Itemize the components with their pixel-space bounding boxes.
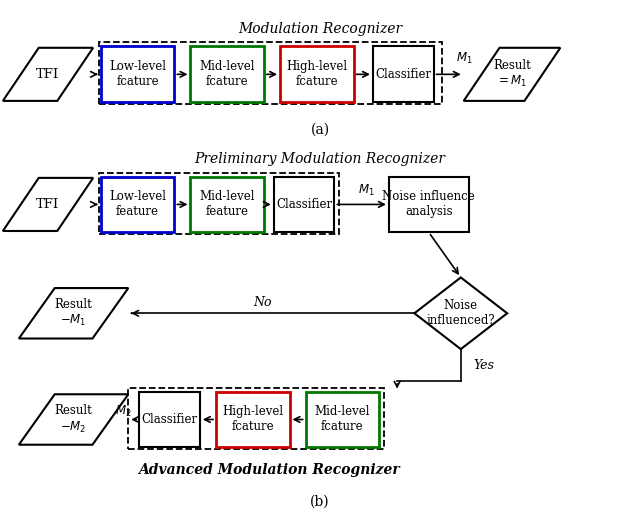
Bar — [128, 388, 384, 449]
Bar — [101, 176, 174, 233]
Polygon shape — [463, 48, 561, 101]
Bar — [99, 173, 339, 234]
Text: Low-level
fcature: Low-level fcature — [109, 61, 166, 88]
Bar — [216, 392, 290, 447]
Text: TFI: TFI — [36, 68, 60, 81]
Bar — [389, 176, 468, 233]
Text: $M_1$: $M_1$ — [456, 52, 472, 66]
Text: No: No — [253, 296, 271, 309]
Bar — [280, 47, 354, 102]
Text: Classifier: Classifier — [276, 198, 332, 211]
Text: Low-level
feature: Low-level feature — [109, 191, 166, 218]
Text: High-level
fcature: High-level fcature — [222, 406, 284, 433]
Text: (a): (a) — [310, 123, 330, 137]
Text: Result
$- M_2$: Result $- M_2$ — [55, 404, 92, 435]
Bar — [372, 47, 434, 102]
Text: Result
$= M_1$: Result $= M_1$ — [493, 59, 531, 90]
Text: Advanced Modulation Recognizer: Advanced Modulation Recognizer — [138, 463, 399, 477]
Text: Preliminary Modulation Recognizer: Preliminary Modulation Recognizer — [195, 152, 445, 166]
Bar — [101, 47, 174, 102]
Text: Noise influence
analysis: Noise influence analysis — [383, 191, 475, 218]
Text: Yes: Yes — [474, 358, 495, 372]
Text: Modulation Recognizer: Modulation Recognizer — [238, 22, 402, 36]
Text: Noise
influenced?: Noise influenced? — [426, 299, 495, 327]
Text: $M_2$: $M_2$ — [115, 404, 131, 418]
Text: Mid-level
feature: Mid-level feature — [200, 191, 255, 218]
Polygon shape — [415, 278, 507, 349]
Polygon shape — [19, 288, 128, 339]
Bar — [306, 392, 380, 447]
Text: (b): (b) — [310, 495, 330, 509]
Text: Mid-level
fcature: Mid-level fcature — [200, 61, 255, 88]
Bar — [140, 392, 200, 447]
Polygon shape — [19, 394, 128, 445]
Text: Classifier: Classifier — [141, 413, 198, 426]
Text: Result
$- M_1$: Result $- M_1$ — [55, 298, 92, 329]
Bar — [191, 176, 264, 233]
Text: $M_1$: $M_1$ — [358, 183, 375, 198]
Text: Classifier: Classifier — [375, 68, 431, 81]
Text: TFI: TFI — [36, 198, 60, 211]
Bar — [99, 42, 442, 104]
Polygon shape — [3, 48, 93, 101]
Polygon shape — [3, 178, 93, 231]
Bar — [191, 47, 264, 102]
Bar — [274, 176, 334, 233]
Text: Mid-level
fcature: Mid-level fcature — [315, 406, 370, 433]
Text: High-level
fcature: High-level fcature — [286, 61, 348, 88]
